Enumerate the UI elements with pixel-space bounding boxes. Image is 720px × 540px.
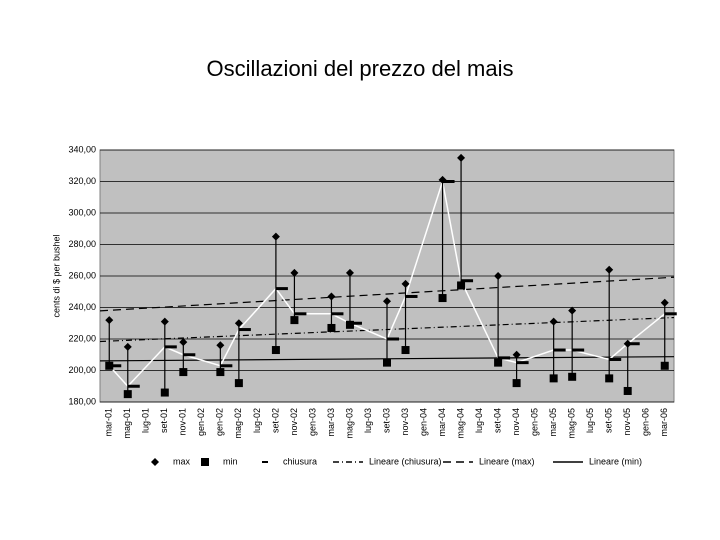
x-tick-label: lug-05	[585, 408, 595, 433]
x-tick-label: lug-01	[141, 408, 151, 433]
min-marker	[401, 346, 410, 355]
max-marker	[568, 306, 577, 315]
legend-label: max	[173, 456, 191, 466]
min-marker	[216, 368, 225, 377]
x-tick-label: nov-03	[400, 408, 410, 436]
y-tick-label: 180,00	[68, 396, 96, 406]
max-marker	[383, 297, 391, 306]
min-marker	[568, 372, 577, 381]
min-marker	[512, 379, 521, 388]
legend-label: min	[223, 456, 238, 466]
max-marker	[512, 350, 521, 359]
trend-line	[99, 276, 675, 312]
legend-symbol	[151, 458, 159, 466]
x-tick-label: mar-01	[104, 408, 114, 437]
max-marker	[271, 232, 280, 241]
y-tick-label: 260,00	[68, 270, 96, 280]
y-tick-label: 220,00	[68, 333, 96, 343]
min-marker	[457, 281, 466, 290]
min-marker	[549, 374, 558, 383]
y-tick-label: 340,00	[68, 144, 96, 154]
y-tick-label: 320,00	[68, 176, 96, 186]
min-marker	[327, 323, 336, 332]
y-axis-label: cents di $ per bushel	[51, 234, 61, 317]
x-tick-label: gen-05	[530, 408, 540, 436]
x-tick-label: lug-04	[474, 408, 484, 433]
x-tick-label: nov-04	[511, 408, 521, 436]
min-marker	[623, 386, 632, 395]
x-tick-label: mar-06	[659, 408, 669, 437]
x-tick-label: lug-03	[363, 408, 373, 433]
min-marker	[123, 390, 132, 399]
x-tick-label: mar-04	[437, 408, 447, 437]
max-marker	[123, 342, 132, 351]
legend-label: chiusura	[283, 456, 317, 466]
min-marker	[494, 358, 503, 367]
x-tick-label: gen-06	[641, 408, 651, 436]
x-tick-label: lug-02	[252, 408, 262, 433]
x-tick-label: gen-04	[418, 408, 428, 436]
min-marker	[271, 346, 280, 355]
x-tick-label: nov-05	[622, 408, 632, 436]
x-tick-label: mag-03	[344, 408, 354, 439]
legend-label: Lineare (chiusura)	[369, 456, 442, 466]
x-tick-label: mag-04	[455, 408, 465, 439]
max-marker	[179, 338, 188, 347]
min-marker	[438, 294, 447, 303]
legend-label: Lineare (min)	[589, 456, 642, 466]
x-tick-label: gen-02	[196, 408, 206, 436]
max-marker	[549, 317, 558, 326]
y-tick-label: 240,00	[68, 302, 96, 312]
max-marker	[234, 319, 243, 328]
max-marker	[327, 292, 336, 301]
max-marker	[494, 272, 503, 280]
x-tick-label: set-03	[381, 408, 391, 433]
min-marker	[345, 320, 354, 329]
max-marker	[457, 153, 466, 162]
x-tick-label: gen-02	[215, 408, 225, 436]
max-marker	[605, 265, 614, 274]
max-marker	[290, 268, 299, 277]
x-tick-label: nov-01	[178, 408, 188, 436]
min-marker	[234, 379, 243, 388]
x-tick-label: set-04	[492, 408, 502, 433]
y-tick-label: 300,00	[68, 207, 96, 217]
legend-label: Lineare (max)	[479, 456, 535, 466]
min-marker	[660, 361, 669, 370]
x-tick-label: mag-02	[233, 408, 243, 439]
min-marker	[605, 374, 614, 383]
min-marker	[160, 388, 169, 397]
max-marker	[216, 341, 225, 350]
min-marker	[179, 368, 188, 377]
x-tick-label: gen-03	[307, 408, 317, 436]
x-tick-label: set-01	[159, 408, 169, 433]
max-marker	[345, 268, 354, 277]
chart-title: Oscillazioni del prezzo del mais	[207, 56, 514, 81]
max-marker	[105, 316, 114, 325]
x-tick-label: set-02	[270, 408, 280, 433]
min-marker	[383, 358, 391, 367]
max-marker	[660, 298, 669, 307]
x-tick-label: nov-02	[289, 408, 299, 436]
max-marker	[160, 317, 169, 326]
max-marker	[401, 279, 410, 288]
x-tick-label: mar-03	[326, 408, 336, 437]
x-tick-label: mag-01	[122, 408, 132, 439]
min-marker	[290, 316, 299, 325]
legend-symbol	[201, 458, 209, 466]
y-tick-label: 200,00	[68, 365, 96, 375]
y-tick-label: 280,00	[68, 239, 96, 249]
x-tick-label: set-05	[604, 408, 614, 433]
x-tick-label: mag-05	[567, 408, 577, 439]
x-tick-label: mar-05	[548, 408, 558, 437]
